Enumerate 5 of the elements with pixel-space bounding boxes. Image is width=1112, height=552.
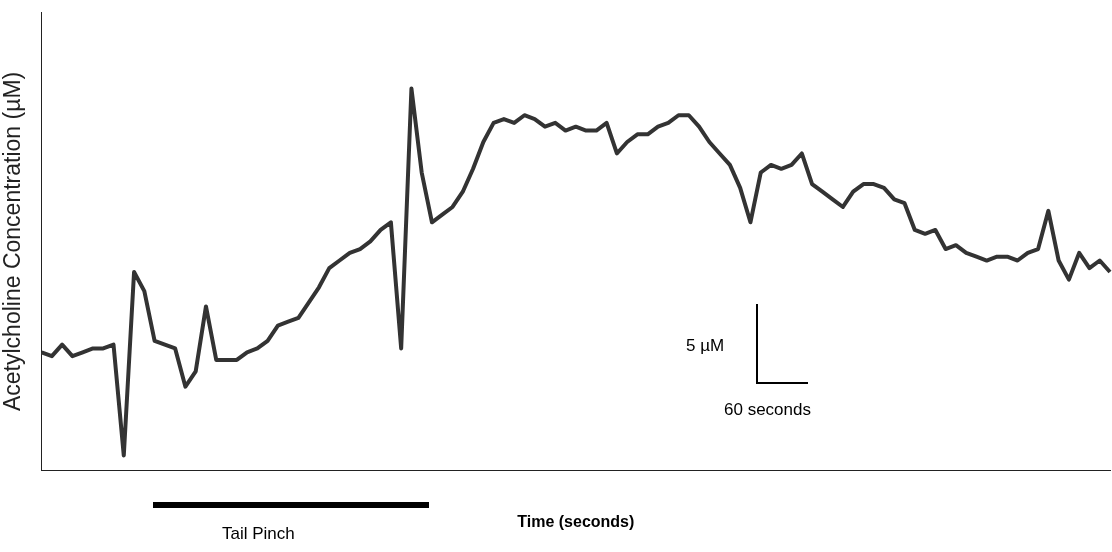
annotation: 60 seconds [724, 400, 811, 420]
annotation: 5 µM [686, 336, 725, 356]
x-axis-title: Time (seconds) [517, 512, 635, 530]
text: Tail Pinch [222, 524, 295, 544]
y-axis-title: Acetylcholine Concentration (µM) [0, 71, 26, 412]
